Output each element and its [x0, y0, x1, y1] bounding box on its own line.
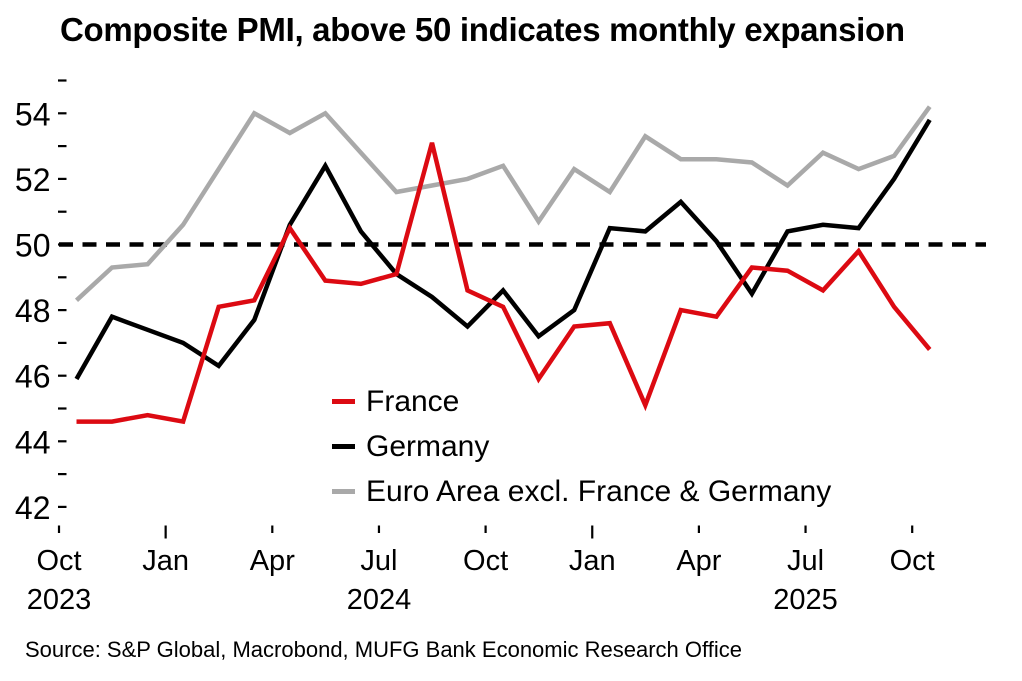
- x-axis-year-labels: 2023 2024 2025: [27, 584, 838, 616]
- legend-label-germany: Germany: [366, 429, 490, 463]
- legend-item-germany: Germany: [332, 424, 892, 469]
- series-line-france: [76, 142, 932, 425]
- x-axis-year-label: 2024: [347, 584, 412, 616]
- x-axis-label: Oct: [463, 545, 508, 577]
- y-axis-label: 52: [15, 162, 51, 198]
- x-axis-label: Jul: [787, 545, 824, 577]
- legend-swatch-germany: [332, 444, 355, 449]
- chart-title: Composite PMI, above 50 indicates monthl…: [60, 11, 905, 48]
- x-axis-label: Apr: [676, 545, 721, 577]
- x-axis-labels: Oct Jan Apr Jul Oct Jan Apr Jul Oct: [36, 545, 934, 577]
- y-axis-label: 50: [15, 228, 51, 264]
- y-axis-label: 46: [15, 359, 51, 395]
- legend-item-france: France: [332, 379, 892, 424]
- legend-label-euro-area: Euro Area excl. France & Germany: [366, 474, 832, 508]
- x-axis-label: Oct: [36, 545, 81, 577]
- y-axis-label: 42: [15, 490, 51, 526]
- legend-item-euro-area: Euro Area excl. France & Germany: [332, 469, 892, 514]
- x-axis-label: Jan: [569, 545, 616, 577]
- series-line-euro-area-excl-france-germany: [74, 105, 932, 302]
- x-axis-label: Jan: [142, 545, 189, 577]
- y-axis-labels: 42 44 46 48 50 52 54: [15, 96, 51, 526]
- y-axis-label: 44: [15, 424, 51, 460]
- x-axis-label: Oct: [890, 545, 935, 577]
- legend-swatch-france: [332, 399, 355, 404]
- y-axis-ticks: [58, 79, 67, 508]
- x-axis-year-label: 2025: [773, 584, 838, 616]
- legend-label-france: France: [366, 384, 460, 418]
- y-axis-label: 54: [15, 96, 51, 132]
- x-axis-label: Jul: [360, 545, 397, 577]
- x-axis-label: Apr: [250, 545, 295, 577]
- legend: France Germany Euro Area excl. France & …: [332, 379, 892, 514]
- series-line-germany: [74, 118, 932, 381]
- x-axis-ticks: [57, 525, 914, 539]
- y-axis-label: 48: [15, 293, 51, 329]
- legend-swatch-euro-area: [332, 489, 355, 494]
- series-lines: [74, 105, 932, 425]
- source-note: Source: S&P Global, Macrobond, MUFG Bank…: [25, 637, 742, 662]
- x-axis-year-label: 2023: [27, 584, 92, 616]
